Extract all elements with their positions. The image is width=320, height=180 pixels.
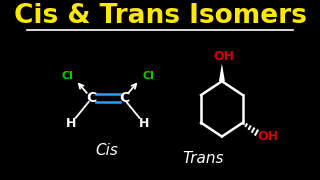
Text: Cis: Cis	[95, 143, 118, 158]
Text: C: C	[86, 91, 96, 105]
Text: OH: OH	[257, 130, 278, 143]
Polygon shape	[219, 64, 225, 81]
Text: H: H	[65, 117, 76, 130]
Text: C: C	[119, 91, 129, 105]
Text: Cl: Cl	[61, 71, 73, 81]
Text: OH: OH	[213, 50, 234, 63]
Text: Cis & Trans Isomers: Cis & Trans Isomers	[13, 3, 307, 29]
Text: Cl: Cl	[142, 71, 154, 81]
Text: H: H	[139, 117, 150, 130]
Text: Trans: Trans	[182, 151, 224, 166]
